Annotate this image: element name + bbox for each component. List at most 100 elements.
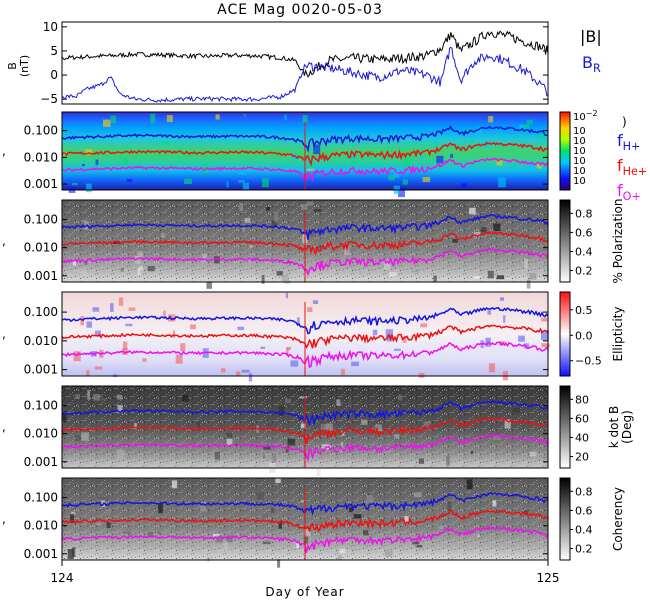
spectrogram-cell (477, 534, 480, 538)
spectrogram-cell (275, 478, 281, 483)
y-tick-label: 0.010 (24, 241, 58, 255)
spectrogram-cell (96, 522, 102, 526)
spectrogram-cell (474, 232, 481, 237)
spectrogram-cell (237, 326, 244, 331)
spectrogram-cell (134, 422, 137, 430)
spectrogram-cell (214, 451, 220, 460)
spectrogram-cell (398, 187, 405, 198)
spectrogram-cell (412, 541, 420, 545)
y-tick-label: 0.100 (24, 491, 58, 505)
spectrogram-cell (363, 530, 369, 536)
figure-title: ACE Mag 0020-05-03 (217, 2, 383, 18)
spectrogram-cell (226, 535, 233, 543)
spectrogram-cell (142, 358, 147, 362)
spectrogram-cell (117, 395, 123, 400)
spectrogram-cell (214, 256, 220, 264)
y-tick-label: 0.010 (24, 150, 58, 164)
spectrogram-cell (336, 399, 341, 406)
spectrogram-cell (403, 158, 411, 166)
spectrogram-cell (402, 336, 407, 343)
spectrogram-cell (95, 159, 99, 166)
spectrogram-cell (306, 232, 315, 236)
spectrogram-cell (101, 398, 108, 401)
spectrogram-cell (541, 343, 549, 348)
spectrogram-cell (312, 300, 319, 305)
y-tick-label: 0.100 (24, 213, 58, 227)
spectrogram-cell (435, 140, 438, 147)
colorbar-tick-label: 10 (573, 176, 586, 187)
gyrofrequency-label-he: fHe+ (617, 156, 647, 178)
spectrogram-cell (402, 179, 408, 185)
spectrogram-cell (361, 419, 368, 425)
panel-frame (61, 199, 549, 283)
spectrogram-cell (147, 265, 155, 272)
spectrogram-cell (366, 495, 374, 504)
spectrogram-cell (249, 244, 253, 249)
spectrogram-cell (284, 114, 287, 121)
spectrogram-cell (85, 183, 92, 193)
spectrogram-cell (120, 268, 124, 272)
spectrogram-cell (278, 405, 284, 416)
spectrogram-cell (277, 559, 281, 568)
spectrogram-cell (418, 458, 424, 464)
spectrogram-cell (466, 479, 473, 490)
spectrogram-cell (340, 368, 345, 376)
colorbar (559, 477, 571, 561)
spectrogram-cell (388, 175, 395, 181)
spectrogram-cell (163, 310, 166, 317)
spectrogram-cell (344, 246, 350, 256)
spectrogram-cell (231, 532, 236, 539)
spectrogram-cell (81, 164, 85, 167)
colorbar-tick-label: 40 (575, 431, 589, 444)
colorbar-tick-label: 60 (575, 412, 589, 425)
spectrogram-cell (70, 513, 75, 523)
spectrogram-cell (128, 307, 136, 311)
spectrogram-cell (290, 360, 299, 367)
spectrogram-cell (476, 126, 482, 137)
spectrogram-cell (384, 550, 393, 558)
colorbar-tick-label: 0.6 (575, 226, 593, 239)
spectrogram-cell (404, 516, 409, 525)
spectrogram-cell (447, 502, 452, 511)
y-tick-label: 0 (50, 68, 58, 82)
spectrogram-cell (436, 155, 444, 164)
colorbar-tick-label: 0.8 (575, 485, 593, 498)
spectrogram-cell (72, 259, 77, 266)
spectrogram-cell (348, 399, 352, 407)
spectrogram-cell (383, 447, 391, 454)
x-axis: 124 125 Day of Year (51, 571, 560, 599)
spectrogram-cell (297, 317, 300, 326)
panel-k-dot-b: 0.100 0.010 0.001, 80 60 40 20 k dot B (Deg) (2, 385, 634, 476)
spectrogram-cell (302, 114, 308, 123)
spectrogram-cell (540, 133, 548, 139)
spectrogram-cell (526, 119, 533, 124)
spectrogram-cell (223, 541, 228, 551)
spectrogram-cell (106, 522, 111, 528)
colorbar-tick-label: 0.4 (575, 523, 593, 536)
spectrogram-cell (526, 279, 531, 289)
colorbar-label-paren: ) (622, 115, 627, 129)
spectrogram-cell (126, 179, 133, 182)
spectrogram-cell (214, 456, 219, 463)
spectrogram-cell (206, 435, 211, 442)
y-tick-label: 0.100 (24, 124, 58, 138)
spectrogram-cell (271, 220, 278, 227)
spectrogram-cell (503, 315, 506, 323)
spectrogram-cell (123, 531, 132, 534)
spectrogram-cell (173, 418, 178, 428)
spectrogram-cell (352, 252, 358, 258)
spectrogram-cell (276, 138, 283, 142)
panel-coherency: 0.100 0.010 0.001, 0.8 0.6 0.4 0.2 Coherency (2, 477, 625, 568)
spectrogram-cell (200, 502, 206, 512)
spectrogram-cell (285, 446, 289, 453)
spectrogram-cell (70, 511, 76, 516)
spectrogram-cell (85, 149, 93, 156)
spectrogram-cell (84, 261, 88, 265)
colorbar-tick-label: −0.5 (575, 355, 602, 368)
spectrogram-cell (487, 270, 494, 279)
spectrogram-cell (394, 170, 400, 178)
spectrogram-cell (139, 266, 144, 270)
spectrogram-cell (123, 157, 128, 165)
y-axis-label-unit: (nT) (18, 55, 31, 77)
spectrogram-cell (81, 432, 89, 441)
